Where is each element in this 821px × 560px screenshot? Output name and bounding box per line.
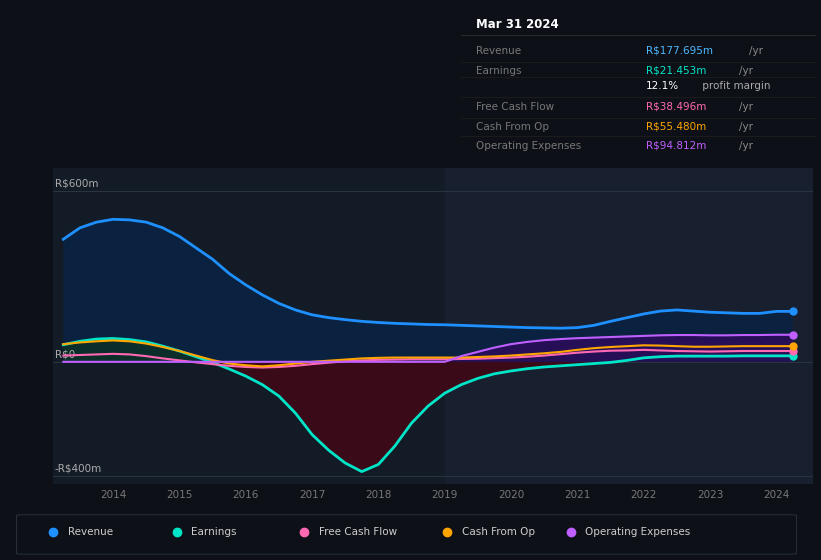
Text: R$0: R$0 <box>55 349 75 360</box>
Text: /yr: /yr <box>739 141 753 151</box>
Text: Free Cash Flow: Free Cash Flow <box>319 528 397 538</box>
Text: /yr: /yr <box>749 45 763 55</box>
Text: /yr: /yr <box>739 122 753 132</box>
Text: Mar 31 2024: Mar 31 2024 <box>475 18 558 31</box>
Text: Earnings: Earnings <box>191 528 236 538</box>
Text: Free Cash Flow: Free Cash Flow <box>475 102 553 111</box>
Text: R$177.695m: R$177.695m <box>646 45 713 55</box>
Bar <box>445 168 813 484</box>
Text: Earnings: Earnings <box>475 66 521 76</box>
Text: /yr: /yr <box>739 66 753 76</box>
Text: R$94.812m: R$94.812m <box>646 141 706 151</box>
Text: 12.1%: 12.1% <box>646 81 679 91</box>
Text: /yr: /yr <box>739 102 753 111</box>
Text: R$21.453m: R$21.453m <box>646 66 706 76</box>
Text: Revenue: Revenue <box>68 528 113 538</box>
Text: Operating Expenses: Operating Expenses <box>475 141 580 151</box>
Text: profit margin: profit margin <box>699 81 771 91</box>
Text: Operating Expenses: Operating Expenses <box>585 528 690 538</box>
Text: R$55.480m: R$55.480m <box>646 122 706 132</box>
Text: R$38.496m: R$38.496m <box>646 102 706 111</box>
Text: R$600m: R$600m <box>55 179 99 189</box>
Text: Cash From Op: Cash From Op <box>475 122 548 132</box>
Text: Revenue: Revenue <box>475 45 521 55</box>
Text: Cash From Op: Cash From Op <box>462 528 535 538</box>
Text: -R$400m: -R$400m <box>55 464 102 474</box>
